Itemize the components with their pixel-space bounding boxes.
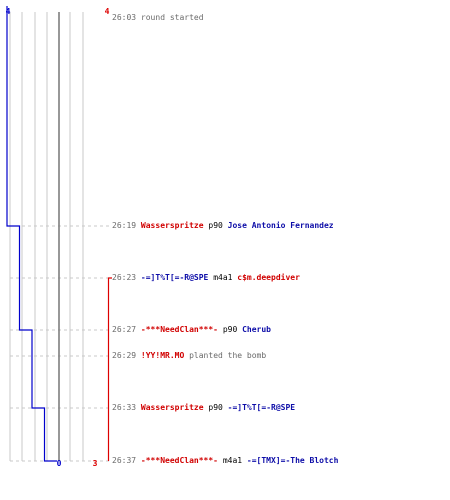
log-timestamp: 26:23 [112,273,137,282]
victim-name: -=]T%T[=-R@SPE [227,403,296,412]
log-entry: 26:27 -***NeedClan***- p90 Cherub [112,325,271,335]
log-timestamp: 26:33 [112,403,137,412]
event-text: planted the bomb [189,351,267,360]
log-entry: 26:19 Wasserspritze p90 Jose Antonio Fer… [112,221,334,231]
event-guides [10,225,110,462]
weapon-name: p90 [208,403,223,412]
log-timestamp: 26:19 [112,221,137,230]
killer-name: Wasserspritze [140,403,204,412]
blue-team-alive-line [6,6,57,462]
log-entry: 26:33 Wasserspritze p90 -=]T%T[=-R@SPE [112,403,295,413]
player-name: !YY!MR.MO [140,351,185,360]
killer-name: Wasserspritze [140,221,204,230]
red-team-start-count: 4 [105,7,110,16]
log-timestamp: 26:27 [112,325,137,334]
event-text: round started [140,13,204,22]
victim-name: Cherub [242,325,271,334]
victim-name: Jose Antonio Fernandez [227,221,334,230]
killer-name: -***NeedClan***- [140,456,218,465]
weapon-name: p90 [208,221,223,230]
blue-team-start-count: 4 [6,7,11,16]
victim-name: c$m.deepdiver [237,273,300,282]
killer-name: -***NeedClan***- [140,325,218,334]
log-entry: 26:37 -***NeedClan***- m4a1 -=[TMX]=-The… [112,456,338,466]
log-entry: 26:29 !YY!MR.MO planted the bomb [112,351,266,361]
red-team-alive-line [107,277,112,461]
weapon-name: m4a1 [213,273,233,282]
log-entry: 26:23 -=]T%T[=-R@SPE m4a1 c$m.deepdiver [112,273,300,283]
grid-lines [9,12,84,461]
victim-name: -=[TMX]=-The Blotch [246,456,339,465]
weapon-name: p90 [222,325,238,334]
log-timestamp: 26:37 [112,456,137,465]
round-timeline-chart: 4 4 0 3 [6,6,112,468]
weapon-name: m4a1 [222,456,243,465]
log-timestamp: 26:29 [112,351,137,360]
red-team-end-count: 3 [93,459,98,468]
log-timestamp: 26:03 [112,13,137,22]
killer-name: -=]T%T[=-R@SPE [140,273,209,282]
blue-team-end-count: 0 [57,459,62,468]
log-entry: 26:03 round started [112,13,204,23]
